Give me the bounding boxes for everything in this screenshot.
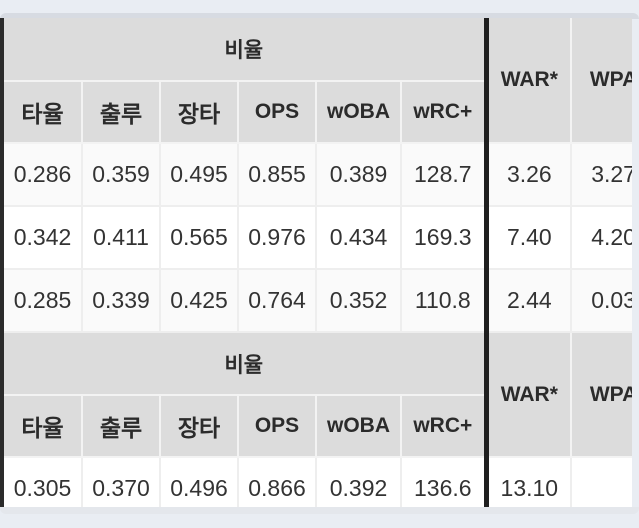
cell-slg: 0.565 — [160, 206, 239, 270]
header-column-row-1: 타율 출루 장타 OPS wOBA wRC+ — [4, 81, 632, 144]
cell-avg: 0.285 — [4, 269, 83, 333]
column-header-wpa[interactable]: WPA — [571, 332, 632, 458]
table-row[interactable]: 0.285 0.339 0.425 0.764 0.352 110.8 2.44… — [4, 269, 632, 333]
cell-ops: 0.764 — [238, 269, 317, 333]
cell-avg: 0.286 — [4, 143, 83, 207]
cell-avg: 0.342 — [4, 206, 83, 270]
cell-avg: 0.305 — [4, 457, 83, 508]
cell-slg: 0.496 — [160, 457, 239, 508]
cell-ops: 0.866 — [238, 457, 317, 508]
card-top-edge — [0, 13, 639, 19]
column-header-wrc[interactable]: wRC+ — [401, 81, 488, 144]
cell-woba: 0.352 — [316, 269, 402, 333]
cell-ops: 0.976 — [238, 206, 317, 270]
column-header-wpa[interactable]: WPA — [571, 18, 632, 144]
stats-table: 비율 WAR* WPA 타율 출루 장타 OPS wOBA wRC+ 0.286 — [4, 18, 632, 508]
column-header-slg[interactable]: 장타 — [160, 81, 239, 144]
column-header-avg[interactable]: 타율 — [4, 395, 83, 458]
cell-wpa — [571, 457, 632, 508]
header-group-row-2: 비율 WAR* WPA — [4, 332, 632, 458]
table-header-block-2: 비율 WAR* WPA 타율 출루 장타 OPS wOBA wRC+ — [4, 332, 632, 458]
group-header-ratio: 비율 — [4, 332, 488, 396]
cell-wpa: 4.20 — [571, 206, 632, 270]
column-header-war[interactable]: WAR* — [483, 18, 573, 144]
cell-wrc: 169.3 — [401, 206, 488, 270]
table-body-block-2: 0.305 0.370 0.496 0.866 0.392 136.6 13.1… — [4, 457, 632, 508]
cell-war: 3.26 — [483, 143, 573, 207]
column-header-obp[interactable]: 출루 — [82, 395, 161, 458]
cell-wrc: 128.7 — [401, 143, 488, 207]
table-row[interactable]: 0.286 0.359 0.495 0.855 0.389 128.7 3.26… — [4, 143, 632, 207]
cell-slg: 0.495 — [160, 143, 239, 207]
card-bottom-edge — [0, 507, 639, 514]
column-header-woba[interactable]: wOBA — [316, 81, 402, 144]
cell-obp: 0.359 — [82, 143, 161, 207]
cell-wpa: 0.03 — [571, 269, 632, 333]
column-header-ops[interactable]: OPS — [238, 81, 317, 144]
cell-woba: 0.434 — [316, 206, 402, 270]
header-group-row-1: 비율 WAR* WPA — [4, 18, 632, 144]
cell-slg: 0.425 — [160, 269, 239, 333]
stats-table-scroll-viewport[interactable]: 비율 WAR* WPA 타율 출루 장타 OPS wOBA wRC+ 0.286 — [0, 18, 632, 508]
cell-war: 2.44 — [483, 269, 573, 333]
column-header-wrc[interactable]: wRC+ — [401, 395, 488, 458]
column-header-avg[interactable]: 타율 — [4, 81, 83, 144]
cell-war: 13.10 — [483, 457, 573, 508]
column-header-slg[interactable]: 장타 — [160, 395, 239, 458]
column-header-ops[interactable]: OPS — [238, 395, 317, 458]
group-header-ratio: 비율 — [4, 18, 488, 82]
table-body-block-1: 0.286 0.359 0.495 0.855 0.389 128.7 3.26… — [4, 143, 632, 333]
column-header-war[interactable]: WAR* — [483, 332, 573, 458]
cell-obp: 0.339 — [82, 269, 161, 333]
table-header-block-1: 비율 WAR* WPA 타율 출루 장타 OPS wOBA wRC+ — [4, 18, 632, 144]
cell-wpa: 3.27 — [571, 143, 632, 207]
table-row-totals[interactable]: 0.305 0.370 0.496 0.866 0.392 136.6 13.1… — [4, 457, 632, 508]
cell-obp: 0.411 — [82, 206, 161, 270]
cell-ops: 0.855 — [238, 143, 317, 207]
cell-woba: 0.392 — [316, 457, 402, 508]
header-column-row-2: 타율 출루 장타 OPS wOBA wRC+ — [4, 395, 632, 458]
cell-wrc: 136.6 — [401, 457, 488, 508]
cell-war: 7.40 — [483, 206, 573, 270]
table-row[interactable]: 0.342 0.411 0.565 0.976 0.434 169.3 7.40… — [4, 206, 632, 270]
column-header-woba[interactable]: wOBA — [316, 395, 402, 458]
cell-wrc: 110.8 — [401, 269, 488, 333]
column-header-obp[interactable]: 출루 — [82, 81, 161, 144]
cell-obp: 0.370 — [82, 457, 161, 508]
cell-woba: 0.389 — [316, 143, 402, 207]
